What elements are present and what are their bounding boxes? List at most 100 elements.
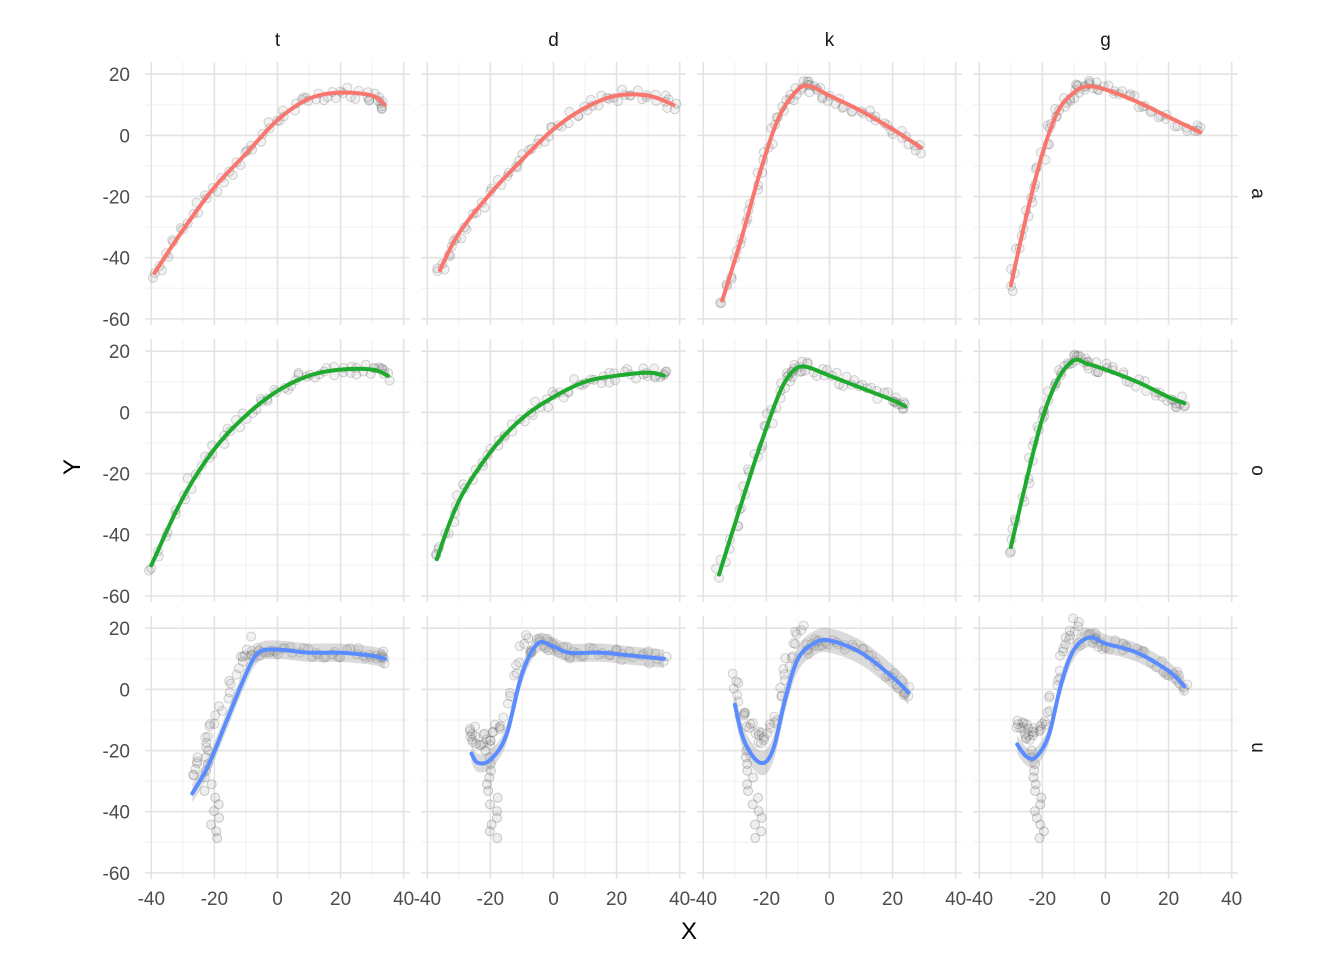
x-tick-label: 0 [1100,889,1111,910]
facet-label-row-a: a [1247,188,1268,199]
data-point [485,735,496,746]
data-point [1011,722,1022,733]
x-tick-label: 0 [272,889,283,910]
data-point [753,806,764,817]
data-point [747,799,758,810]
data-point [1064,625,1075,636]
data-point [1017,722,1028,733]
data-point [786,652,797,663]
data-point [775,682,786,693]
data-point [225,678,236,689]
panel-a-d [421,62,686,325]
data-point [202,731,213,742]
data-point [1044,690,1055,701]
confidence-band [192,640,385,803]
data-point [739,709,750,720]
data-point [204,721,215,732]
data-point [915,148,926,159]
panel-u-t [145,616,410,879]
data-point [384,375,395,386]
data-point [210,792,221,803]
facet-label-col-t: t [275,30,281,51]
data-point [788,638,799,649]
x-tick-label: -40 [138,889,165,910]
panel-u-g [973,613,1238,879]
y-tick-label: -60 [103,310,130,331]
smooth-line-a-t [152,90,387,275]
data-point [791,629,802,640]
data-point [1058,643,1069,654]
data-point [485,765,496,776]
data-point [143,565,154,576]
data-point [483,785,494,796]
data-point [231,669,242,680]
data-point [1093,641,1104,652]
data-point [484,740,495,751]
data-point [495,721,506,732]
panel-a-t [145,62,410,325]
data-point [504,687,515,698]
data-point [487,727,498,738]
data-point [237,656,248,667]
smooth-line-o-d [434,370,666,562]
data-point [521,630,532,641]
x-tick-label: -40 [414,889,441,910]
data-point [1073,617,1084,628]
data-point [494,724,505,735]
data-point [1060,632,1071,643]
data-point [1171,402,1182,413]
data-point [1024,734,1035,745]
data-point [742,779,753,790]
data-point [756,727,767,738]
data-point [731,676,742,687]
data-point [1035,819,1046,830]
data-point [479,728,490,739]
x-tick-label: -20 [201,889,228,910]
data-point [209,718,220,729]
data-point [200,732,211,743]
y-tick-label: -60 [103,864,130,885]
data-point [470,721,481,732]
data-point [484,826,495,837]
data-point [223,693,234,704]
x-tick-label: -40 [690,889,717,910]
data-point [759,732,770,743]
data-point [1015,723,1026,734]
y-tick-label: 0 [119,126,130,147]
data-point [742,765,753,776]
data-point [756,826,767,837]
x-tick-label: 20 [606,889,627,910]
facet-label-row-o: o [1247,465,1268,476]
data-point [1035,721,1046,732]
data-point [237,651,248,662]
data-point [214,812,225,823]
data-point [765,722,776,733]
data-point [764,719,775,730]
data-point [752,792,763,803]
data-point [1027,726,1038,737]
data-point [465,726,476,737]
smooth-line-u-t [190,647,387,796]
facet-label-col-k: k [825,30,835,51]
panels-layer: t d k g a o u -60 -40 -20 0 20 -60 -40 -20 0 20 -60 -40 -20… [103,30,1268,910]
x-tick-label: 20 [882,889,903,910]
data-point [753,726,764,737]
data-point [205,719,216,730]
data-point [192,758,203,769]
x-tick-label: 40 [1221,889,1242,910]
data-point [1064,634,1075,645]
data-point [470,731,481,742]
data-point [755,738,766,749]
y-tick-label: 20 [109,65,130,86]
smooth-line-o-k [717,364,908,577]
data-point [227,170,238,181]
x-tick-label: 0 [824,889,835,910]
data-point [1021,733,1032,744]
data-point [790,626,801,637]
data-point [350,93,361,104]
data-point [753,737,764,748]
data-point [509,670,520,681]
panel-u-d [421,616,686,879]
data-point [523,633,534,644]
